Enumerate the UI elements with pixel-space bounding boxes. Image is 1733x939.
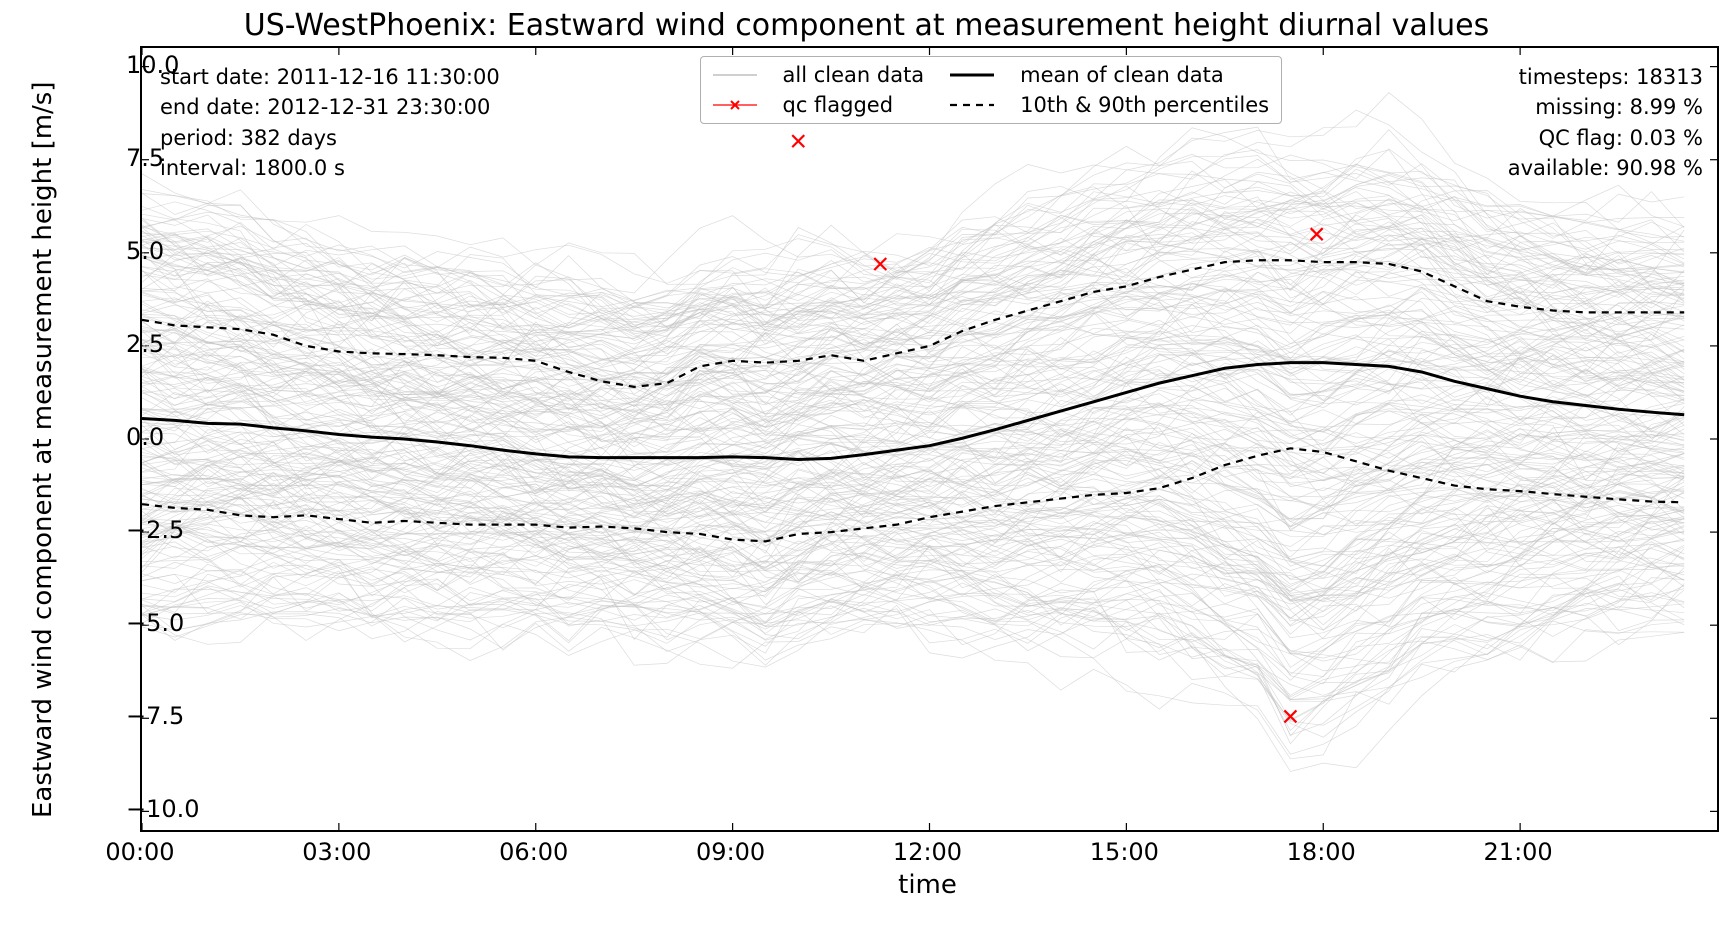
legend-swatch-mean (950, 65, 994, 85)
legend-label-clean: all clean data (783, 63, 925, 87)
legend-swatch-qc (713, 95, 757, 115)
x-tick-label: 18:00 (1287, 838, 1356, 866)
x-tick-label: 15:00 (1090, 838, 1159, 866)
meta-left-block: start date: 2011-12-16 11:30:00 end date… (160, 62, 500, 184)
legend-swatch-clean (713, 65, 757, 85)
x-tick-label: 09:00 (696, 838, 765, 866)
qc-marker (792, 135, 804, 147)
x-tick-label: 21:00 (1484, 838, 1553, 866)
x-tick-label: 12:00 (893, 838, 962, 866)
legend-swatch-pct (950, 95, 994, 115)
chart-title: US-WestPhoenix: Eastward wind component … (0, 8, 1733, 43)
qc-marker (874, 258, 886, 270)
clean-lines (142, 93, 1684, 772)
x-tick-label: 03:00 (302, 838, 371, 866)
x-tick-label: 00:00 (105, 838, 174, 866)
x-axis-label: time (140, 870, 1715, 900)
x-tick-label: 06:00 (499, 838, 568, 866)
legend-label-qc: qc flagged (783, 93, 925, 117)
meta-right-block: timesteps: 18313 missing: 8.99 % QC flag… (1508, 62, 1703, 184)
plot-area: start date: 2011-12-16 11:30:00 end date… (140, 46, 1719, 832)
legend: all clean data mean of clean data qc fla… (700, 56, 1283, 124)
chart-figure: US-WestPhoenix: Eastward wind component … (0, 0, 1733, 939)
legend-label-pct: 10th & 90th percentiles (1020, 93, 1269, 117)
legend-label-mean: mean of clean data (1020, 63, 1269, 87)
y-axis-label: Eastward wind component at measurement h… (28, 82, 58, 819)
